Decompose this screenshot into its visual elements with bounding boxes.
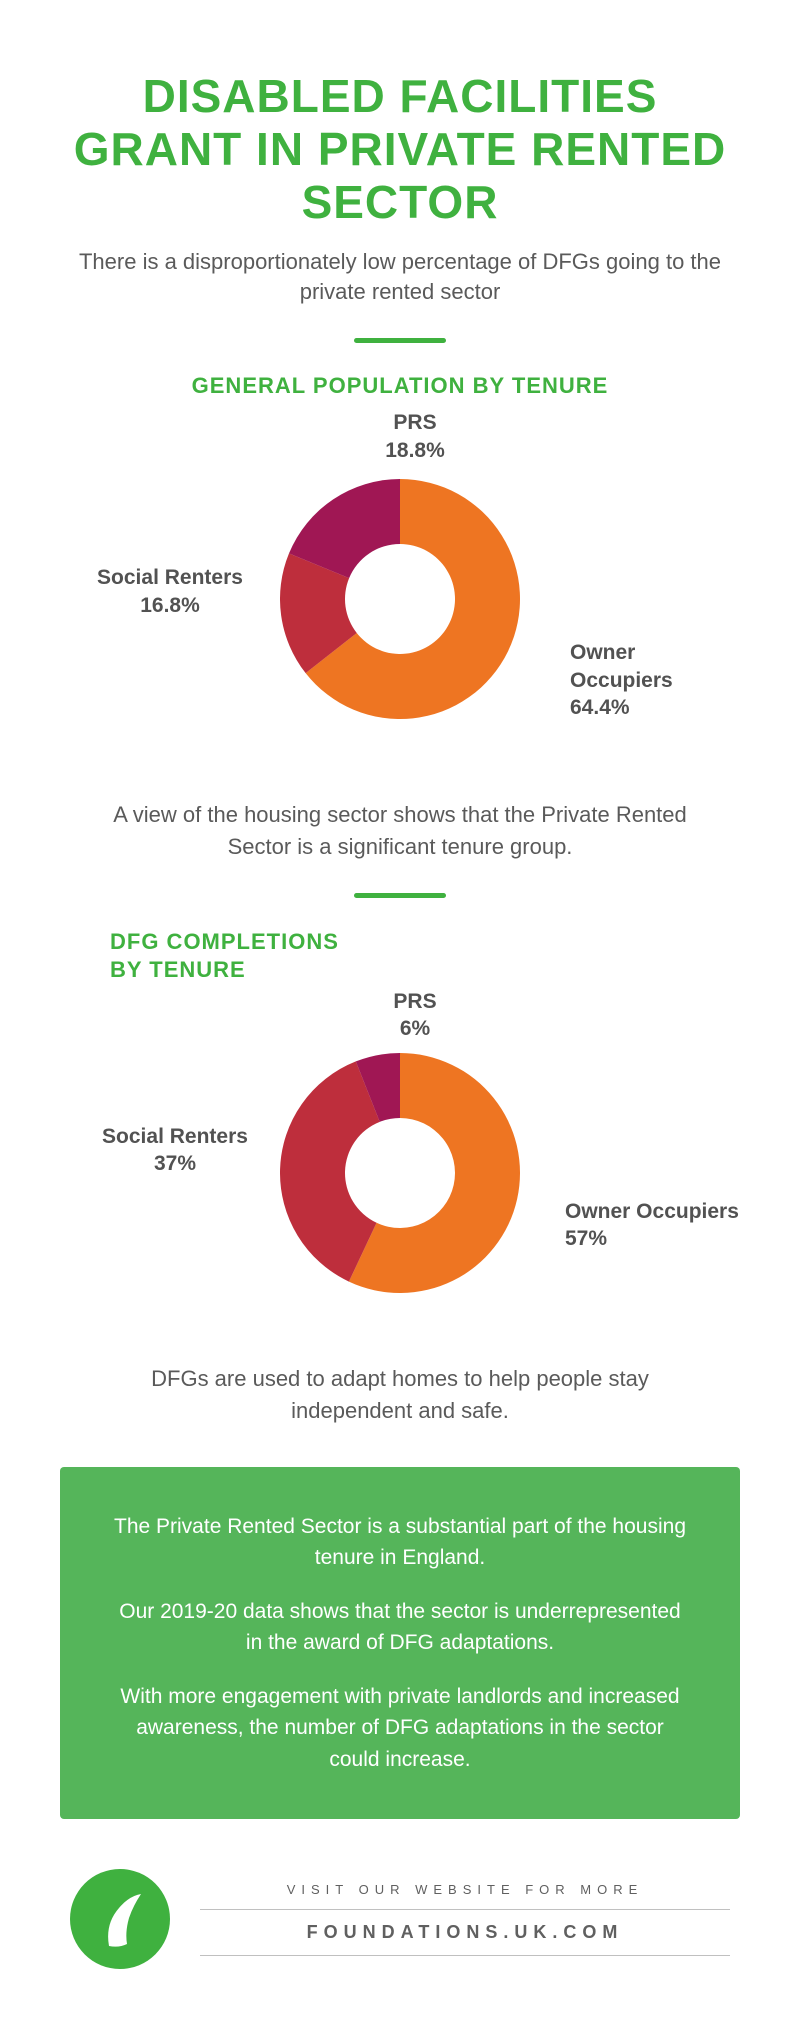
chart2-label-social: Social Renters 37% — [75, 1123, 275, 1178]
chart2-label-owner: Owner Occupiers 57% — [565, 1198, 739, 1253]
info-box: The Private Rented Sector is a substanti… — [60, 1467, 740, 1820]
divider-2 — [354, 893, 446, 898]
chart1-caption: A view of the housing sector shows that … — [100, 799, 700, 863]
chart1-prs-label: PRS — [355, 409, 475, 436]
subtitle: There is a disproportionately low percen… — [60, 247, 740, 309]
footer-text: VISIT OUR WEBSITE FOR MORE FOUNDATIONS.U… — [200, 1882, 730, 1956]
chart2-caption: DFGs are used to adapt homes to help peo… — [100, 1363, 700, 1427]
chart2-prs-value: 6% — [360, 1015, 470, 1042]
info-p3: With more engagement with private landlo… — [110, 1681, 690, 1776]
chart1-label-prs: PRS 18.8% — [355, 409, 475, 464]
info-p1: The Private Rented Sector is a substanti… — [110, 1511, 690, 1574]
chart1-title: GENERAL POPULATION BY TENURE — [60, 373, 740, 399]
chart2-wrap: PRS 6% Social Renters 37% Owner Occupier… — [60, 973, 740, 1333]
chart2-social-value: 37% — [75, 1150, 275, 1177]
chart1-prs-value: 18.8% — [355, 437, 475, 464]
chart2-prs-label: PRS — [360, 988, 470, 1015]
chart2-label-prs: PRS 6% — [360, 988, 470, 1043]
infographic-root: DISABLED FACILITIES GRANT IN PRIVATE REN… — [0, 0, 800, 2039]
footer-tagline: VISIT OUR WEBSITE FOR MORE — [200, 1882, 730, 1897]
footer: VISIT OUR WEBSITE FOR MORE FOUNDATIONS.U… — [60, 1869, 740, 1999]
footer-url: FOUNDATIONS.UK.COM — [200, 1909, 730, 1956]
chart2-owner-value: 57% — [565, 1225, 739, 1252]
chart1-label-social: Social Renters 16.8% — [70, 564, 270, 619]
info-p2: Our 2019-20 data shows that the sector i… — [110, 1596, 690, 1659]
chart1-owner-value: 64.4% — [570, 694, 740, 721]
chart1-label-owner: Owner Occupiers 64.4% — [570, 639, 740, 721]
chart1-social-value: 16.8% — [70, 592, 270, 619]
chart1-owner-label: Owner Occupiers — [570, 639, 740, 694]
chart2-owner-label: Owner Occupiers — [565, 1198, 739, 1225]
chart2-social-label: Social Renters — [75, 1123, 275, 1150]
divider-1 — [354, 338, 446, 343]
chart1-wrap: PRS 18.8% Social Renters 16.8% Owner Occ… — [60, 409, 740, 769]
chart1-social-label: Social Renters — [70, 564, 270, 591]
chart1-donut — [280, 479, 520, 719]
main-title: DISABLED FACILITIES GRANT IN PRIVATE REN… — [60, 70, 740, 229]
chart2-donut — [280, 1053, 520, 1293]
logo-icon — [70, 1869, 170, 1969]
